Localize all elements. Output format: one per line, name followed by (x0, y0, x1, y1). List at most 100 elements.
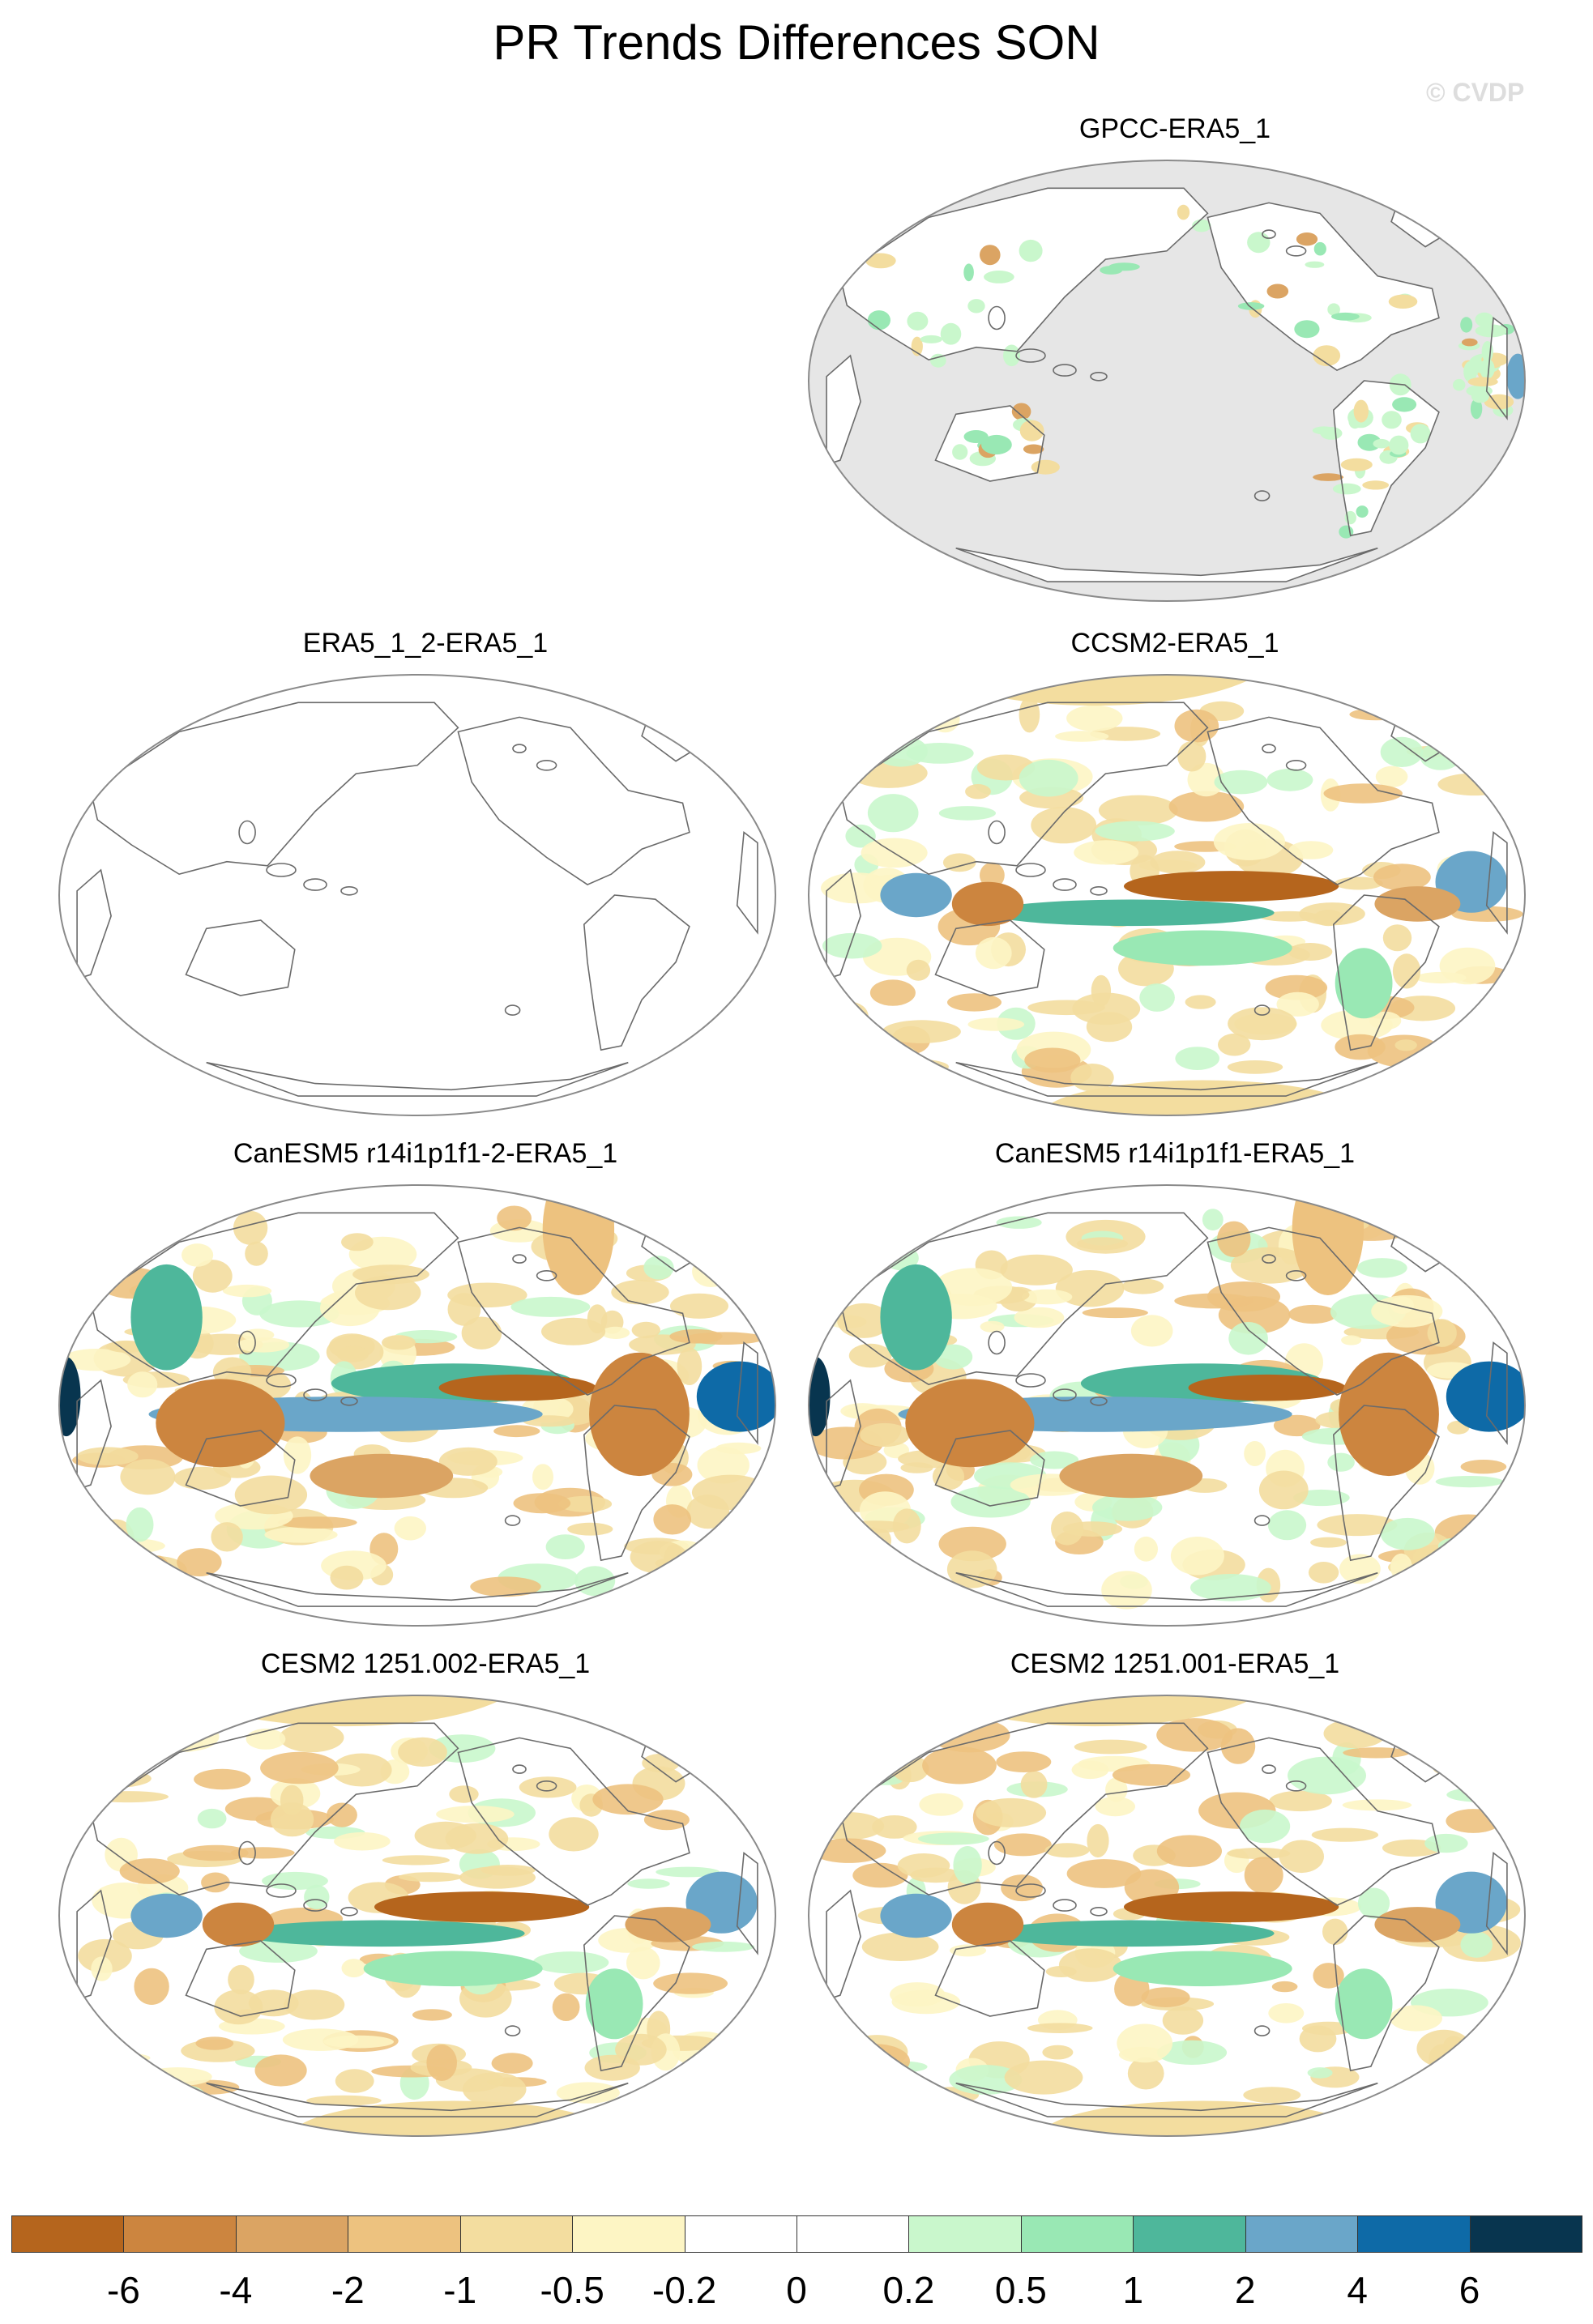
trend-band (1374, 886, 1461, 922)
field-blob (438, 1447, 498, 1476)
field-blob (436, 1806, 515, 1823)
field-blob (241, 1328, 275, 1341)
island-coastline (1253, 1004, 1271, 1016)
coastline-antarctica (955, 1061, 1378, 1097)
field-blob (1266, 768, 1313, 791)
watermark: © CVDP (1426, 78, 1525, 107)
trend-band (59, 1357, 81, 1437)
island-coastline (988, 1330, 1006, 1355)
coastline-asia (839, 1722, 1209, 1896)
field-blob (976, 1797, 1047, 1827)
field-blob (811, 1838, 886, 1863)
field-blob (549, 1817, 599, 1852)
field-blob (1435, 1476, 1504, 1488)
field-blob (1308, 1562, 1339, 1584)
field-blob (1177, 740, 1206, 772)
land-blob (1392, 397, 1417, 412)
field-blob (996, 1216, 1042, 1229)
trend-band (589, 1352, 690, 1477)
island-coastline (1262, 744, 1276, 753)
field-blob (230, 1847, 295, 1859)
panel-title: ERA5_1_2-ERA5_1 (302, 628, 549, 659)
field-blob (1139, 983, 1175, 1012)
land-blob (1453, 378, 1466, 391)
field-blob (1228, 1007, 1297, 1041)
field-blob (1265, 974, 1328, 1000)
land-blob (1480, 358, 1495, 379)
land-blob (1177, 204, 1190, 220)
field-blob (1392, 953, 1421, 989)
field-blob (1217, 1221, 1251, 1257)
coastline-asia (89, 1212, 459, 1386)
land-blob (981, 434, 1012, 455)
land-blob (1313, 345, 1341, 366)
field-blob (1323, 1718, 1387, 1749)
field-blob (1156, 2040, 1228, 2065)
field-blob (910, 1867, 962, 1883)
field-blob (1055, 1270, 1125, 1307)
trend-band (1041, 2100, 1365, 2136)
land-blob (967, 299, 985, 313)
field-blob (254, 2054, 307, 2087)
coastline-south-america (583, 1915, 690, 2072)
trend-band (1335, 948, 1393, 1019)
island-coastline (1053, 1388, 1077, 1401)
field-blob (1214, 770, 1268, 795)
land-blob (963, 263, 974, 282)
field-blob (1276, 991, 1319, 1017)
coastline-north-america (457, 1737, 690, 1907)
map-frame (58, 1695, 776, 2137)
land-blob (865, 253, 896, 269)
island-coastline (1015, 863, 1046, 877)
field-blob (1382, 924, 1412, 952)
field-blob (1313, 1963, 1344, 1989)
land-blob (1373, 438, 1390, 449)
field-blob (1243, 2087, 1301, 2104)
field-blob (192, 1260, 233, 1293)
field-blob (182, 1243, 214, 1267)
field-blob (1240, 1809, 1291, 1844)
island-coastline (1053, 1899, 1077, 1912)
field-blob (177, 1548, 222, 1577)
island-coastline (1285, 1270, 1307, 1281)
island-coastline (504, 1515, 521, 1526)
field-blob (715, 1442, 762, 1455)
land-blob (1031, 459, 1060, 475)
trend-band (880, 1893, 952, 1938)
field-blob (691, 1474, 770, 1510)
land-blob (1462, 338, 1478, 347)
field-blob (669, 1329, 723, 1344)
land-blob (907, 311, 929, 330)
coastline-africa-east (736, 1851, 758, 1955)
field-blob (1322, 1918, 1348, 1945)
map-panel-canesm5: CanESM5 r14i1p1f1-ERA5_1 (802, 1138, 1548, 1648)
field-blob (1228, 1322, 1268, 1355)
robinson-map (58, 674, 776, 1116)
map-panel-canesm5-2: CanESM5 r14i1p1f1-2-ERA5_1 (53, 1138, 798, 1648)
panel-title: CESM2 1251.002-ERA5_1 (260, 1648, 591, 1679)
field-blob (1098, 795, 1178, 826)
island-coastline (504, 1004, 521, 1016)
field-blob (126, 1507, 154, 1542)
colorbar (11, 2215, 1582, 2254)
robinson-map (808, 1184, 1526, 1627)
field-blob (335, 2069, 374, 2093)
field-blob (1424, 1833, 1468, 1853)
field-blob (842, 2087, 908, 2108)
island-coastline (1015, 348, 1046, 363)
coastline-asia (89, 701, 459, 876)
field-blob (426, 2045, 457, 2081)
robinson-map (58, 1184, 776, 1627)
field-blob (214, 1989, 263, 2025)
field-blob (127, 1371, 158, 1398)
colorbar-swatch (123, 2215, 237, 2253)
field-blob (1323, 783, 1403, 804)
field-blob (1273, 1414, 1321, 1437)
land-blob (1362, 480, 1390, 490)
field-blob (519, 1776, 577, 1798)
field-blob (980, 1320, 1005, 1333)
land-blob (1320, 427, 1343, 440)
island-coastline (238, 1330, 256, 1355)
map-frame (58, 674, 776, 1116)
field-blob (822, 932, 882, 959)
